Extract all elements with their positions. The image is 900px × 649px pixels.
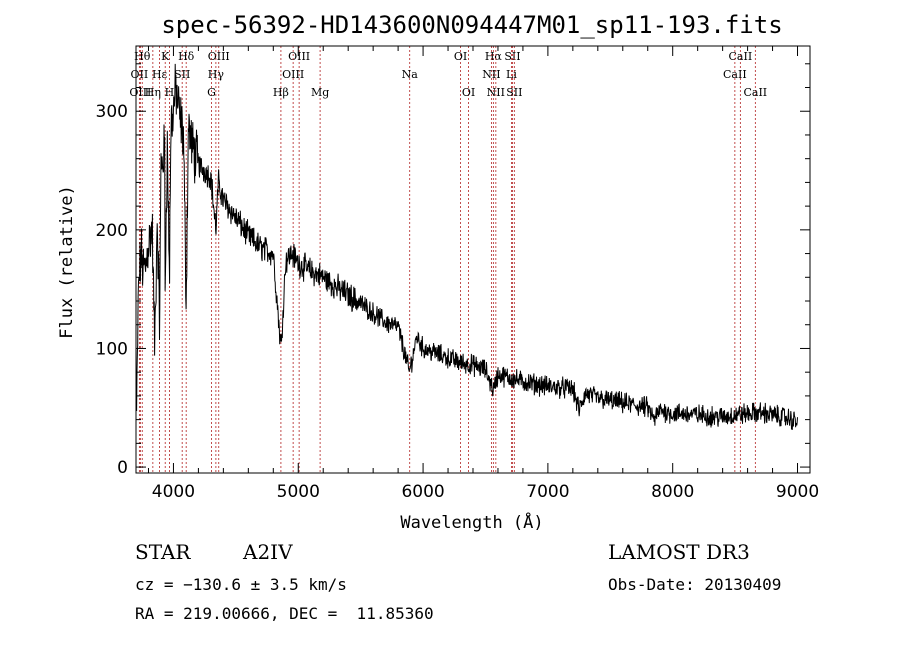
- line-label: NII: [487, 86, 505, 99]
- line-label: OIII: [288, 50, 310, 63]
- object-subclass: A2IV: [243, 540, 293, 564]
- spectrum-series-line: [136, 63, 798, 430]
- line-label: Hα: [485, 50, 503, 63]
- obs-date-text: Obs-Date: 20130409: [608, 575, 782, 594]
- y-tick-label: 0: [117, 458, 128, 478]
- chart-title: spec-56392-HD143600N094447M01_sp11-193.f…: [161, 11, 782, 39]
- line-label: OIII: [282, 68, 304, 81]
- x-tick-label: 5000: [277, 482, 320, 502]
- line-label: OI: [462, 86, 475, 99]
- line-label: Hε: [152, 68, 168, 81]
- line-label: OIII: [208, 50, 230, 63]
- line-label: OI: [454, 50, 467, 63]
- line-label: CaII: [729, 50, 753, 63]
- line-label: CaII: [743, 86, 767, 99]
- line-label: SII: [506, 86, 522, 99]
- line-label: Hβ: [273, 86, 289, 99]
- emission-line-markers: Hθ OII OIII K Hε Hη Hδ H OIII SII Hγ G OIII OIII Hβ Mg N…: [129, 46, 767, 473]
- coordinates-text: RA = 219.00666, DEC = 11.85360: [135, 604, 434, 623]
- line-label: SII: [174, 68, 190, 81]
- y-axis-label: Flux (relative): [57, 185, 77, 339]
- line-label: H: [165, 86, 175, 99]
- y-tick-label: 300: [96, 102, 128, 122]
- redshift-text: cz = −130.6 ± 3.5 km/s: [135, 575, 347, 594]
- plot-frame: [135, 45, 811, 474]
- line-label: Hδ: [178, 50, 195, 63]
- line-label: CaII: [723, 68, 747, 81]
- line-label: OII: [131, 68, 149, 81]
- survey-name: LAMOST DR3: [608, 540, 750, 564]
- x-axis-label: Wavelength (Å): [400, 511, 543, 533]
- line-label: SII: [504, 50, 520, 63]
- x-tick-label: 6000: [401, 482, 444, 502]
- line-label: K: [161, 50, 170, 63]
- line-label: Mg: [311, 86, 329, 99]
- line-label: Na: [402, 68, 419, 81]
- x-tick-label: 7000: [526, 482, 569, 502]
- line-label: NII: [482, 68, 500, 81]
- object-class: STAR: [135, 540, 191, 564]
- line-label: Li: [506, 68, 517, 81]
- axis-ticks: 4000 5000 6000 7000 8000 9000 0 100 200 300: [96, 46, 819, 502]
- line-label: G: [207, 86, 216, 99]
- line-label: Hγ: [208, 68, 225, 81]
- x-tick-label: 9000: [776, 482, 819, 502]
- line-label: OIII: [129, 86, 151, 99]
- line-label: Hθ: [134, 50, 151, 63]
- y-tick-label: 100: [96, 339, 128, 359]
- x-tick-label: 8000: [651, 482, 694, 502]
- x-tick-label: 4000: [152, 482, 195, 502]
- y-tick-label: 200: [96, 221, 128, 241]
- line-label: Hη: [145, 86, 161, 99]
